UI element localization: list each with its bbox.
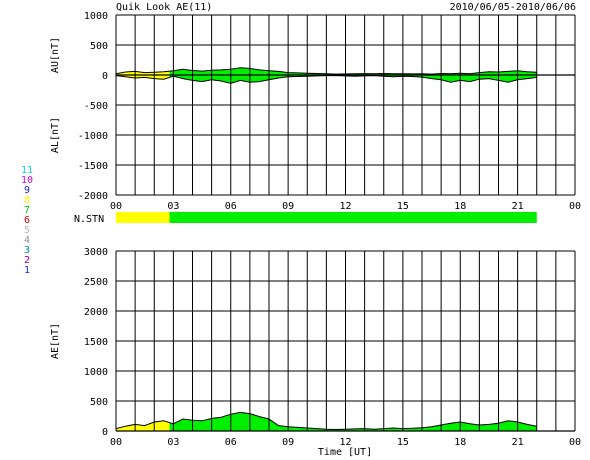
legend-station-7: 7 [24, 205, 30, 216]
legend-station-5: 5 [24, 225, 30, 236]
y-tick-label: 2500 [84, 277, 108, 288]
y-tick-label: 1000 [84, 11, 108, 22]
x-tick-label: 00 [110, 437, 122, 448]
x-tick-label: 21 [512, 201, 524, 212]
area-au-1 [169, 67, 537, 75]
y-tick-label: 0 [102, 71, 108, 82]
station-bar-segment [169, 212, 537, 223]
legend-station-10: 10 [21, 175, 33, 186]
x-tick-label: 12 [339, 437, 351, 448]
legend-station-6: 6 [24, 215, 30, 226]
x-tick-label: 00 [569, 437, 581, 448]
al-axis-label: AL[nT] [50, 117, 61, 153]
x-tick-label: 21 [512, 437, 524, 448]
y-tick-label: -1500 [78, 161, 108, 172]
legend-station-3: 3 [24, 245, 30, 256]
station-bar-segment [116, 212, 170, 223]
station-count-label: N.STN [74, 214, 104, 225]
y-tick-label: -1000 [78, 131, 108, 142]
x-tick-label: 03 [167, 437, 179, 448]
x-tick-label: 18 [454, 437, 466, 448]
legend-station-1: 1 [24, 265, 30, 276]
area-ae-0 [116, 420, 170, 431]
legend-station-8: 8 [24, 195, 30, 206]
x-tick-label: 18 [454, 201, 466, 212]
y-tick-label: 0 [102, 427, 108, 438]
legend-station-2: 2 [24, 255, 30, 266]
y-tick-label: -2000 [78, 191, 108, 202]
y-tick-label: 1500 [84, 337, 108, 348]
y-tick-label: 2000 [84, 307, 108, 318]
x-tick-label: 06 [225, 437, 237, 448]
y-tick-label: 500 [90, 397, 108, 408]
x-tick-label: 03 [167, 201, 179, 212]
x-tick-label: 09 [282, 201, 294, 212]
x-tick-label: 15 [397, 201, 409, 212]
y-tick-label: 1000 [84, 367, 108, 378]
x-tick-label: 15 [397, 437, 409, 448]
area-ae-1 [169, 412, 537, 431]
y-tick-label: 3000 [84, 247, 108, 258]
legend-station-9: 9 [24, 185, 30, 196]
x-tick-label: 09 [282, 437, 294, 448]
legend-station-11: 11 [21, 165, 33, 176]
area-al-1 [169, 75, 537, 84]
date-range: 2010/06/05-2010/06/06 [450, 2, 576, 13]
x-axis-label: Time [UT] [318, 447, 372, 458]
chart-title: Quik Look AE(11) [116, 2, 212, 13]
y-tick-label: 500 [90, 41, 108, 52]
au-axis-label: AU[nT] [50, 37, 61, 73]
legend-station-4: 4 [24, 235, 30, 246]
x-tick-label: 00 [110, 201, 122, 212]
ae-axis-label: AE[nT] [50, 323, 61, 359]
station-count-bar [116, 212, 537, 223]
y-tick-label: -500 [84, 101, 108, 112]
x-tick-label: 06 [225, 201, 237, 212]
x-tick-label: 00 [569, 201, 581, 212]
x-tick-label: 12 [339, 201, 351, 212]
